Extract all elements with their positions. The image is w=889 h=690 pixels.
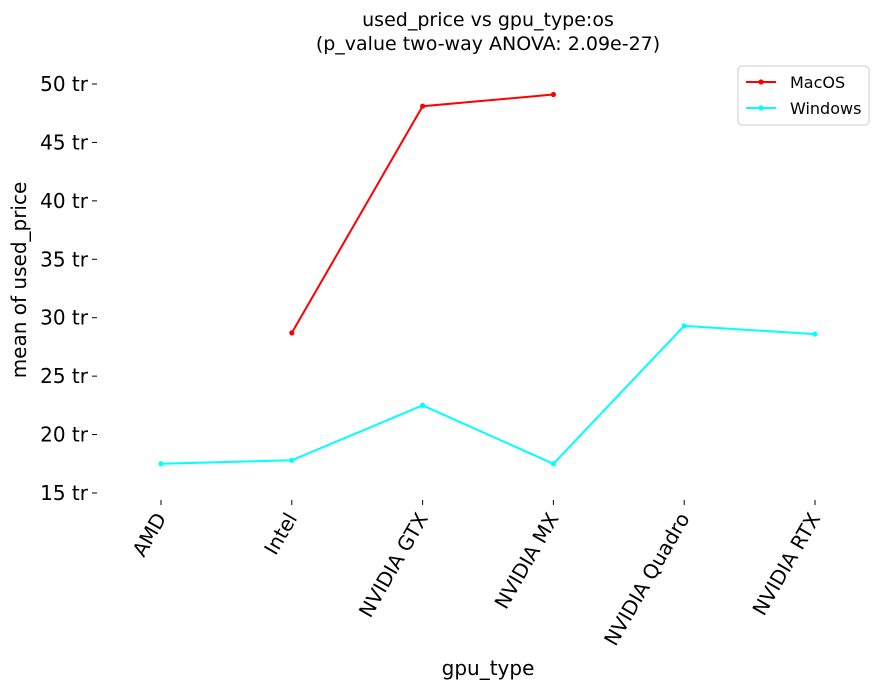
x-tick-label: NVIDIA RTX bbox=[747, 508, 825, 619]
legend-item: MacOS bbox=[746, 73, 845, 92]
x-tick-label: NVIDIA Quadro bbox=[599, 509, 694, 650]
y-tick-label: 35 tr bbox=[40, 247, 89, 271]
data-point bbox=[289, 330, 295, 336]
data-point bbox=[550, 91, 557, 98]
data-point bbox=[420, 103, 426, 109]
data-point bbox=[420, 402, 426, 408]
y-tick-label: 50 tr bbox=[40, 72, 89, 96]
y-tick-label: 30 tr bbox=[40, 306, 89, 330]
series-layer bbox=[158, 91, 818, 467]
legend-label: Windows bbox=[790, 99, 861, 118]
series-windows bbox=[158, 323, 818, 467]
series-line bbox=[290, 93, 554, 334]
y-tick-label: 40 tr bbox=[40, 189, 89, 213]
y-tick-label: 20 tr bbox=[40, 423, 89, 447]
chart-title-line1: used_price vs gpu_type:os bbox=[362, 9, 614, 31]
x-axis: AMD Intel NVIDIA GTX NVIDIA MX NVIDIA Quadro… bbox=[127, 500, 825, 650]
legend-marker bbox=[758, 105, 764, 111]
data-point bbox=[812, 331, 818, 337]
data-point bbox=[550, 461, 557, 467]
legend-marker bbox=[758, 79, 764, 85]
legend: MacOS Windows bbox=[737, 65, 870, 126]
x-tick-label: AMD bbox=[127, 509, 171, 561]
series-macos bbox=[289, 91, 557, 336]
series-line bbox=[160, 324, 816, 465]
legend-box bbox=[737, 65, 870, 126]
data-point bbox=[158, 461, 164, 467]
x-axis-label: gpu_type bbox=[442, 656, 535, 680]
x-tick-label: NVIDIA MX bbox=[490, 508, 564, 613]
y-tick-label: 45 tr bbox=[40, 130, 89, 154]
y-axis: 15 tr 20 tr 25 tr 30 tr 35 tr 40 tr 45 tr 50 tr bbox=[40, 72, 97, 505]
y-tick-label: 15 tr bbox=[40, 481, 89, 505]
legend-item: Windows bbox=[746, 99, 861, 118]
x-tick-label: Intel bbox=[259, 509, 302, 559]
chart-title-line2: (p_value two-way ANOVA: 2.09e-27) bbox=[316, 33, 660, 55]
y-axis-label: mean of used_price bbox=[7, 182, 31, 379]
y-tick-label: 25 tr bbox=[40, 364, 89, 388]
x-tick-label: NVIDIA GTX bbox=[354, 508, 433, 621]
data-point bbox=[289, 457, 295, 463]
data-point bbox=[681, 323, 687, 329]
legend-label: MacOS bbox=[790, 73, 845, 92]
